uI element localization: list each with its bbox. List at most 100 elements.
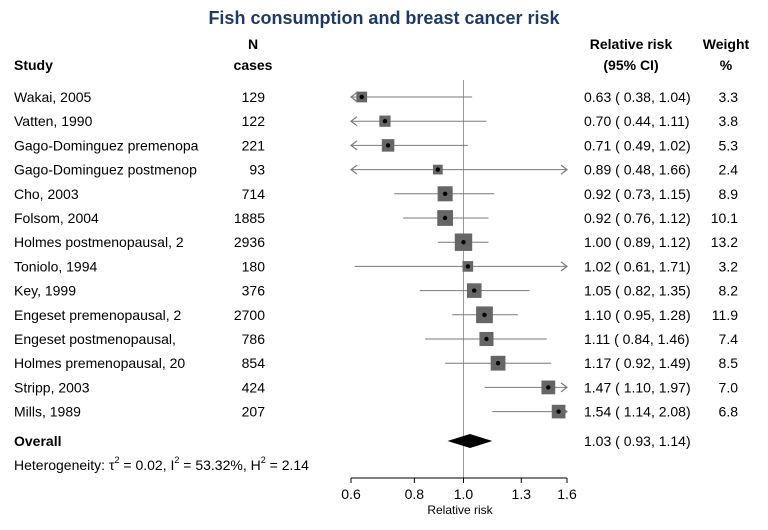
- study-label: Folsom, 2004: [14, 210, 99, 226]
- header-relative-risk: Relative risk: [590, 36, 673, 52]
- study-ci-text: 0.71 ( 0.49, 1.02): [584, 137, 691, 153]
- i-symbol: I: [170, 457, 174, 473]
- study-n-cases: 786: [242, 331, 266, 347]
- x-tick-label: 1.0: [454, 486, 474, 502]
- study-n-cases: 1885: [234, 210, 265, 226]
- point-estimate: [442, 215, 448, 221]
- study-label: Toniolo, 1994: [14, 258, 98, 274]
- header-ci: (95% CI): [603, 57, 658, 73]
- point-estimate: [385, 143, 391, 148]
- study-row: Vatten, 1990 122 0.70 ( 0.44, 1.11) 3.8: [14, 113, 738, 129]
- overall-diamond: [447, 434, 493, 448]
- study-row: Holmes postmenopausal, 2 2936 1.00 ( 0.89,…: [14, 233, 738, 251]
- study-n-cases: 376: [242, 283, 266, 299]
- study-row: Wakai, 2005 129 0.63 ( 0.38, 1.04) 3.3: [14, 89, 738, 105]
- h-superscript: 2: [261, 455, 266, 465]
- study-weight: 3.8: [719, 113, 739, 129]
- ci-arrow-icon: [560, 261, 568, 272]
- study-row: Stripp, 2003 424 1.47 ( 1.10, 1.97) 7.0: [14, 379, 738, 395]
- point-estimate: [495, 361, 501, 366]
- study-ci-text: 1.47 ( 1.10, 1.97): [584, 379, 691, 395]
- study-n-cases: 207: [242, 404, 266, 420]
- header-weight: Weight: [703, 36, 750, 52]
- x-tick-label: 0.8: [405, 486, 425, 502]
- study-label: Gago-Dominguez postmenop: [14, 162, 197, 178]
- i-value: = 53.32%,: [179, 457, 250, 473]
- study-label: Engeset postmenopausal,: [14, 331, 176, 347]
- overall-ci-text: 1.03 ( 0.93, 1.14): [584, 433, 691, 449]
- study-label: Mills, 1989: [14, 404, 81, 420]
- study-n-cases: 129: [242, 89, 266, 105]
- point-estimate: [472, 288, 477, 293]
- study-label: Engeset premenopausal, 2: [14, 307, 182, 323]
- study-ci-text: 1.00 ( 0.89, 1.12): [584, 234, 691, 250]
- study-ci-text: 0.89 ( 0.48, 1.66): [584, 162, 691, 178]
- x-tick-label: 0.6: [341, 486, 361, 502]
- study-ci-text: 1.54 ( 1.14, 2.08): [584, 404, 691, 420]
- plot-area: 0.6 0.8 1.0 1.3 1.6: [341, 80, 577, 502]
- study-n-cases: 714: [242, 186, 266, 202]
- study-ci-text: 1.17 ( 0.92, 1.49): [584, 355, 691, 371]
- header-study: Study: [14, 57, 53, 73]
- study-row: Key, 1999 376 1.05 ( 0.82, 1.35) 8.2: [14, 283, 738, 299]
- i-superscript: 2: [174, 455, 179, 465]
- h-value: = 2.14: [266, 457, 309, 473]
- study-weight: 2.4: [719, 162, 739, 178]
- study-weight: 7.4: [719, 331, 739, 347]
- study-row: Folsom, 2004 1885 0.92 ( 0.76, 1.12) 10.1: [14, 210, 738, 226]
- heterogeneity-prefix: Heterogeneity:: [14, 457, 109, 473]
- study-row: Engeset premenopausal, 2 2700 1.10 ( 0.95,…: [14, 306, 738, 324]
- ci-arrow-icon: [350, 92, 358, 102]
- ci-arrow-icon: [560, 382, 568, 393]
- study-ci-text: 1.11 ( 0.84, 1.46): [584, 331, 690, 347]
- study-weight: 3.2: [719, 258, 739, 274]
- study-ci-text: 0.92 ( 0.76, 1.12): [584, 210, 691, 226]
- chart-title: Fish consumption and breast cancer risk: [208, 8, 560, 28]
- overall-row: Overall 1.03 ( 0.93, 1.14): [14, 433, 691, 449]
- study-n-cases: 93: [249, 162, 265, 178]
- point-estimate: [465, 264, 471, 269]
- study-ci-text: 1.05 ( 0.82, 1.35): [584, 283, 691, 299]
- study-rows: Wakai, 2005 129 0.63 ( 0.38, 1.04) 3.3 Vatte…: [14, 89, 738, 420]
- x-axis-label: Relative risk: [427, 503, 493, 517]
- study-row: Toniolo, 1994 180 1.02 ( 0.61, 1.71) 3.2: [14, 258, 738, 274]
- overall-label: Overall: [14, 433, 61, 449]
- study-ci-text: 0.70 ( 0.44, 1.11): [584, 113, 690, 129]
- header-n: N: [248, 36, 258, 52]
- point-estimate: [484, 336, 489, 342]
- study-label: Cho, 2003: [14, 186, 79, 202]
- study-row: Holmes premenopausal, 20 854 1.17 ( 0.92, …: [14, 355, 738, 371]
- study-row: Cho, 2003 714 0.92 ( 0.73, 1.15) 8.9: [14, 186, 738, 202]
- ci-arrow-icon: [350, 116, 358, 127]
- study-ci-text: 0.92 ( 0.73, 1.15): [584, 186, 691, 202]
- study-n-cases: 2700: [234, 307, 265, 323]
- tau-symbol: τ: [109, 457, 115, 473]
- ci-arrow-icon: [350, 164, 358, 175]
- study-row: Mills, 1989 207 1.54 ( 1.14, 2.08) 6.8: [14, 404, 738, 420]
- study-n-cases: 122: [242, 113, 266, 129]
- study-row: Gago-Dominguez postmenop 93 0.89 ( 0.48, 1…: [14, 162, 738, 178]
- x-tick-label: 1.3: [512, 486, 532, 502]
- study-weight: 7.0: [719, 379, 739, 395]
- point-estimate: [359, 94, 364, 100]
- study-weight: 13.2: [711, 234, 738, 250]
- header-cases: cases: [234, 57, 273, 73]
- study-label: Gago-Dominguez premenopa: [14, 137, 199, 153]
- heterogeneity-text: Heterogeneity: τ2 = 0.02, I2 = 53.32%, H…: [14, 455, 309, 473]
- study-weight: 8.2: [719, 283, 739, 299]
- study-label: Key, 1999: [14, 283, 76, 299]
- study-ci-text: 1.02 ( 0.61, 1.71): [584, 258, 691, 274]
- ci-arrow-icon: [350, 140, 358, 151]
- study-weight: 5.3: [719, 137, 739, 153]
- tau-superscript: 2: [114, 455, 119, 465]
- point-estimate: [461, 240, 466, 245]
- point-estimate: [382, 119, 388, 124]
- tau-value: = 0.02,: [120, 457, 171, 473]
- h-symbol: H: [251, 457, 261, 473]
- study-weight: 6.8: [719, 404, 739, 420]
- study-label: Holmes postmenopausal, 2: [14, 234, 184, 250]
- point-estimate: [546, 385, 551, 390]
- study-n-cases: 180: [242, 258, 266, 274]
- study-weight: 8.5: [719, 355, 739, 371]
- study-row: Engeset postmenopausal, 786 1.11 ( 0.84, 1…: [14, 331, 738, 347]
